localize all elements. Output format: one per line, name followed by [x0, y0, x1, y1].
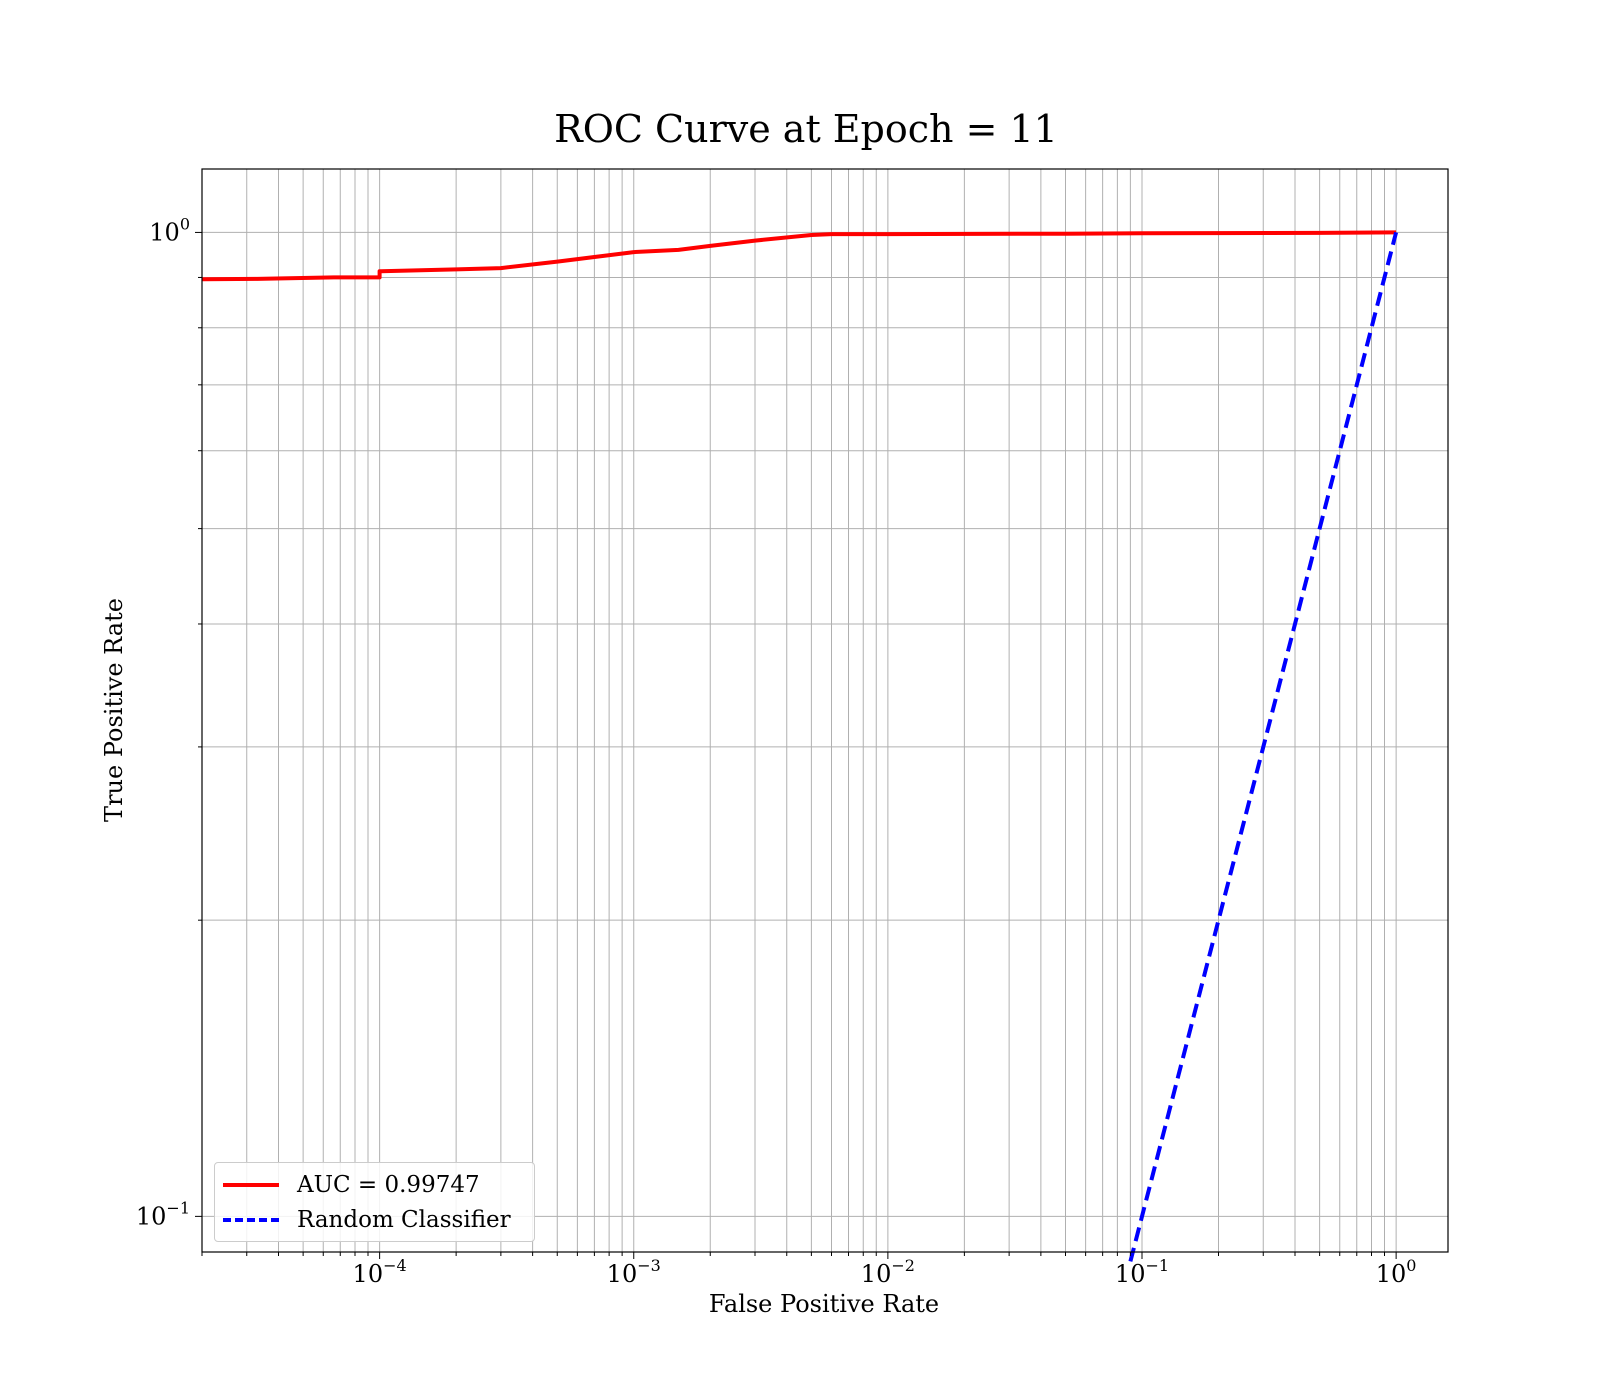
legend-swatch-blue	[223, 1218, 279, 1222]
x-tick-label: 10−3	[607, 1256, 661, 1288]
legend-item-random: Random Classifier	[223, 1204, 511, 1236]
y-tick-label: 10−1	[136, 1198, 190, 1230]
grid-lines	[201, 169, 1448, 1252]
x-tick-label: 100	[1376, 1256, 1417, 1288]
legend-label-auc: AUC = 0.99747	[297, 1172, 480, 1198]
random-classifier-line	[1128, 231, 1399, 1262]
x-tick-label: 10−1	[1115, 1256, 1169, 1288]
y-tick-label: 100	[149, 214, 190, 246]
legend-swatch-red	[223, 1183, 279, 1187]
legend: AUC = 0.99747 Random Classifier	[214, 1162, 535, 1242]
roc-curve-line	[201, 230, 1397, 282]
legend-label-random: Random Classifier	[297, 1207, 511, 1233]
series-layer	[201, 230, 1399, 1262]
legend-item-auc: AUC = 0.99747	[223, 1169, 480, 1201]
x-tick-label: 10−2	[861, 1256, 915, 1288]
tick-marks: 10−4 10−3 10−2 10−1 100 10−1 100	[136, 214, 1417, 1288]
x-axis-label: False Positive Rate	[709, 1290, 939, 1318]
y-axis-label: True Positive Rate	[100, 598, 128, 822]
chart-title: ROC Curve at Epoch = 11	[554, 107, 1058, 151]
x-tick-label: 10−4	[353, 1256, 407, 1288]
plot-frame	[201, 168, 1449, 1253]
